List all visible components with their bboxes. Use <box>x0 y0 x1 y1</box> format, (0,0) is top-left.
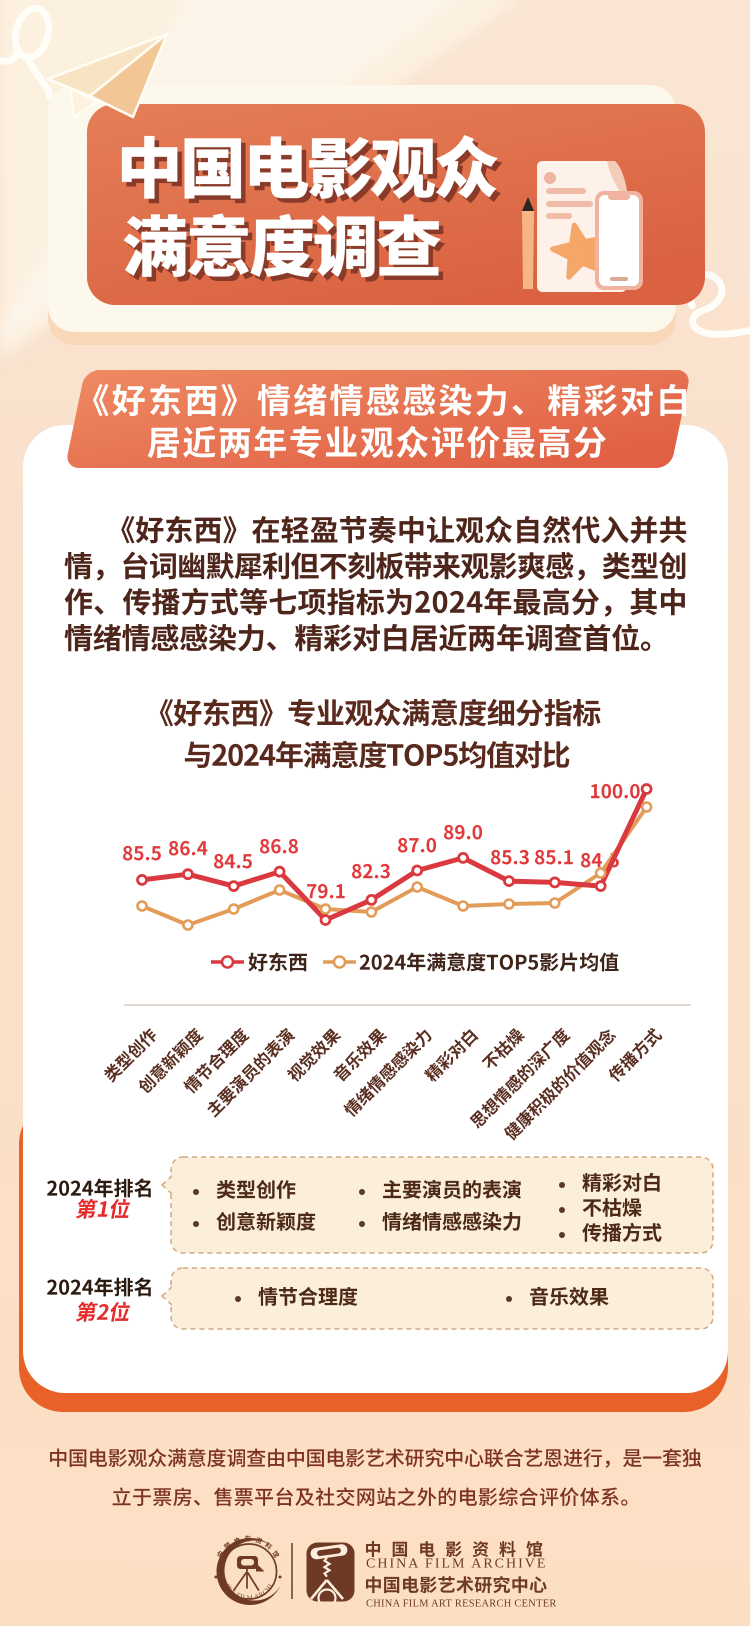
svg-text:CHINA FILM ARCHIVE: CHINA FILM ARCHIVE <box>366 1557 547 1572</box>
svg-text:CHINA FILM ART RESEARCH CENTER: CHINA FILM ART RESEARCH CENTER <box>366 1599 557 1610</box>
